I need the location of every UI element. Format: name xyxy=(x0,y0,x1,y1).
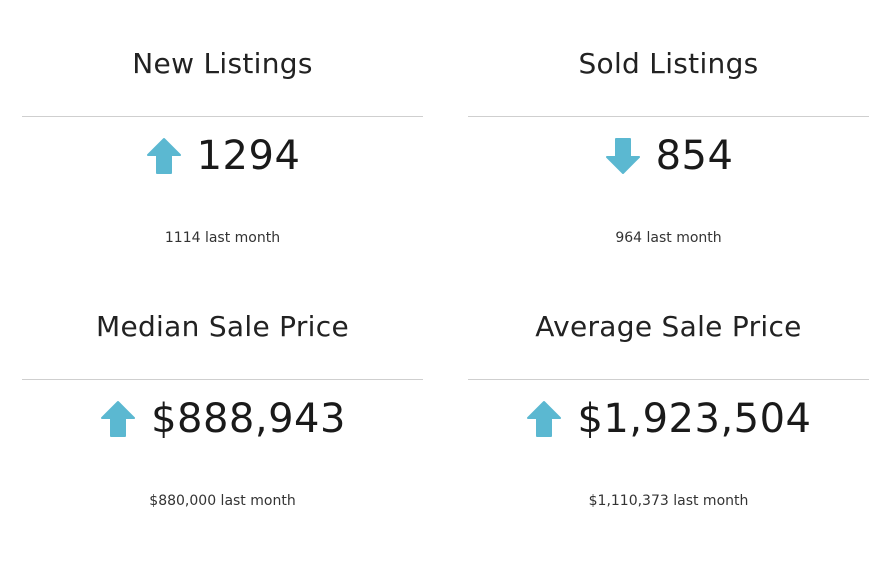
stat-card-new-listings: New Listings 1294 1114 last month xyxy=(22,30,423,293)
arrow-up-icon xyxy=(99,399,137,439)
stat-title: Sold Listings xyxy=(578,47,759,80)
stat-divider xyxy=(22,379,423,380)
arrow-down-icon xyxy=(604,136,642,176)
stat-value: $1,923,504 xyxy=(577,396,812,442)
stat-title: Average Sale Price xyxy=(535,310,802,343)
stat-card-sold-listings: Sold Listings 854 964 last month xyxy=(468,30,869,293)
arrow-up-icon xyxy=(525,399,563,439)
stat-card-median-sale-price: Median Sale Price $888,943 $880,000 last… xyxy=(22,293,423,556)
stat-value: 1294 xyxy=(196,133,301,179)
stat-title: New Listings xyxy=(132,47,313,80)
stat-last-month: 964 last month xyxy=(615,230,722,246)
stat-divider xyxy=(468,116,869,117)
stat-title: Median Sale Price xyxy=(96,310,349,343)
stat-divider xyxy=(468,379,869,380)
stat-last-month: 1114 last month xyxy=(164,230,281,246)
stat-value: $888,943 xyxy=(151,396,346,442)
stat-value-row: 1294 xyxy=(22,130,423,182)
stat-divider xyxy=(22,116,423,117)
stat-value: 854 xyxy=(655,133,734,179)
stats-grid: New Listings 1294 1114 last month Sold L… xyxy=(22,30,869,556)
stat-card-average-sale-price: Average Sale Price $1,923,504 $1,110,373… xyxy=(468,293,869,556)
stat-last-month: $1,110,373 last month xyxy=(588,493,749,509)
stat-last-month: $880,000 last month xyxy=(149,493,296,509)
stat-value-row: $1,923,504 xyxy=(468,393,869,445)
arrow-up-icon xyxy=(145,136,183,176)
stat-value-row: 854 xyxy=(468,130,869,182)
stat-value-row: $888,943 xyxy=(22,393,423,445)
